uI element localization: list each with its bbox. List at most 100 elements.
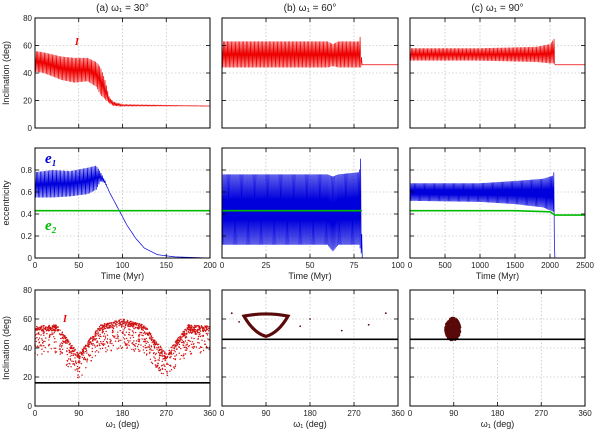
scatter-point <box>191 329 193 331</box>
scatter-point <box>86 352 88 354</box>
scatter-point <box>128 344 130 347</box>
scatter-point <box>104 327 107 330</box>
x-tick-label: 2000 <box>541 261 559 270</box>
scatter-point <box>120 321 122 323</box>
scatter-point <box>67 365 69 368</box>
scatter-point <box>38 337 41 339</box>
scatter-point <box>85 350 88 352</box>
panel-r0c1 <box>221 17 399 129</box>
scatter-point <box>192 347 194 349</box>
x-axis-label: ω₁ (deg) <box>106 419 140 429</box>
scatter-point <box>186 328 189 330</box>
scatter-point <box>53 325 55 328</box>
scatter-point <box>456 329 459 332</box>
scatter-point <box>156 348 158 350</box>
scatter-point <box>166 370 168 373</box>
scatter-point <box>88 339 90 342</box>
scatter-point <box>135 340 138 342</box>
x-tick-label: 180 <box>303 409 317 418</box>
scatter-point <box>168 349 170 352</box>
scatter-point <box>155 343 158 345</box>
scatter-point <box>117 337 119 340</box>
scatter-point <box>93 344 96 346</box>
scatter-point <box>193 328 195 330</box>
scatter-point <box>451 327 453 330</box>
scatter-point <box>104 337 107 339</box>
scatter-point <box>139 350 141 352</box>
x-tick-label: 100 <box>116 261 130 270</box>
scatter-point <box>143 352 145 354</box>
scatter-point <box>195 326 197 329</box>
scatter-point <box>81 354 83 356</box>
x-tick-label: 90 <box>262 409 271 418</box>
scatter-point <box>127 339 129 342</box>
scatter-point <box>45 337 47 339</box>
scatter-point <box>206 334 209 336</box>
scatter-point <box>84 359 87 361</box>
scatter-point <box>125 331 128 333</box>
scatter-point <box>139 327 141 329</box>
scatter-point <box>70 345 72 347</box>
scatter-point <box>198 347 200 349</box>
scatter-point <box>44 327 46 329</box>
scatter-point <box>143 325 145 327</box>
scatter-point <box>90 343 93 345</box>
scatter-point <box>37 326 39 329</box>
scatter-point <box>110 339 112 342</box>
scatter-point <box>91 347 94 350</box>
scatter-point <box>46 329 48 331</box>
scatter-point <box>155 352 157 355</box>
scatter-point <box>48 329 50 332</box>
x-tick-label: 0 <box>33 409 38 418</box>
scatter-point <box>79 352 81 355</box>
scatter-point <box>201 327 204 330</box>
scatter-point <box>174 355 176 357</box>
scatter-point <box>161 360 163 363</box>
scatter-point <box>59 334 61 336</box>
scatter-point <box>94 355 97 357</box>
scatter-point <box>133 323 135 325</box>
scatter-point <box>454 330 457 333</box>
scatter-point <box>159 354 161 356</box>
scatter-point <box>118 320 120 322</box>
scatter-point <box>299 325 302 328</box>
scatter-point <box>134 348 137 350</box>
scatter-point <box>132 324 135 327</box>
scatter-point <box>184 332 186 335</box>
scatter-point <box>48 336 50 339</box>
scatter-point <box>175 340 177 342</box>
scatter-point <box>57 326 59 328</box>
scatter-point <box>178 343 181 346</box>
scatter-point <box>131 342 133 344</box>
scatter-point <box>35 340 37 343</box>
scatter-point <box>95 338 98 340</box>
scatter-point <box>200 326 202 329</box>
x-tick-label: 90 <box>449 409 458 418</box>
scatter-point <box>91 340 94 342</box>
scatter-point <box>200 351 202 353</box>
scatter-point <box>197 341 199 344</box>
scatter-point <box>40 326 42 329</box>
scatter-point <box>71 346 73 348</box>
scatter-point <box>384 312 387 315</box>
scatter-point <box>72 350 74 353</box>
scatter-point <box>43 327 45 330</box>
scatter-point <box>112 322 115 324</box>
scatter-point <box>190 324 192 327</box>
scatter-point <box>125 323 127 325</box>
scatter-point <box>181 337 183 339</box>
scatter-point <box>201 335 203 337</box>
y-tick-label: 20 <box>23 373 32 382</box>
scatter-point <box>173 344 175 346</box>
scatter-point <box>171 349 173 351</box>
scatter-point <box>109 338 111 340</box>
scatter-point <box>140 344 142 346</box>
scatter-point <box>36 327 38 330</box>
scatter-point <box>161 364 163 366</box>
y-tick-label: 80 <box>23 286 32 295</box>
scatter-point <box>162 358 164 360</box>
scatter-point <box>173 349 175 352</box>
scatter-point <box>126 347 128 350</box>
scatter-point <box>102 331 105 333</box>
scatter-point <box>74 348 76 351</box>
